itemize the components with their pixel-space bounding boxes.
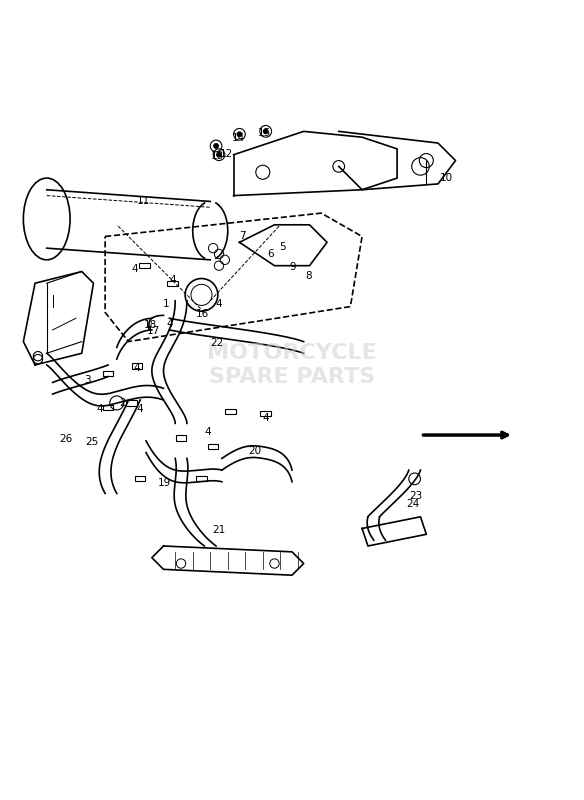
Bar	[225, 409, 236, 414]
Text: 4: 4	[169, 275, 176, 286]
Text: 25: 25	[85, 437, 98, 447]
Text: 23: 23	[409, 491, 422, 502]
Text: 4: 4	[131, 264, 138, 274]
Text: 4: 4	[262, 413, 269, 422]
Bar	[208, 444, 218, 450]
Text: 4: 4	[166, 319, 173, 329]
Text: 2: 2	[119, 398, 126, 408]
Bar	[132, 363, 142, 369]
Bar	[126, 400, 137, 406]
Circle shape	[216, 152, 222, 158]
Text: 19: 19	[158, 478, 171, 488]
Text: 3: 3	[84, 374, 91, 385]
Bar	[196, 476, 207, 482]
Text: 11: 11	[137, 197, 150, 206]
Bar	[103, 405, 113, 410]
Bar	[167, 281, 178, 286]
Text: 16: 16	[196, 309, 208, 318]
Text: 22: 22	[211, 338, 224, 348]
Text: 9: 9	[290, 262, 297, 273]
Text: 14: 14	[232, 134, 245, 143]
Text: 8: 8	[305, 271, 312, 281]
Text: 4: 4	[96, 404, 103, 414]
Text: 20: 20	[249, 446, 262, 456]
Text: MOTORCYCLE
SPARE PARTS: MOTORCYCLE SPARE PARTS	[207, 343, 377, 386]
Text: 4: 4	[137, 404, 144, 414]
Text: 7: 7	[239, 231, 246, 242]
Text: 18: 18	[144, 320, 157, 330]
Text: 26: 26	[59, 434, 72, 444]
Bar	[135, 476, 145, 482]
Text: 4: 4	[215, 298, 223, 309]
Text: 15: 15	[258, 127, 271, 138]
Bar	[260, 411, 271, 416]
Text: 24: 24	[406, 499, 419, 509]
Circle shape	[213, 143, 219, 149]
Text: 4: 4	[134, 363, 141, 373]
Circle shape	[237, 131, 242, 137]
Text: 1: 1	[163, 298, 170, 309]
Circle shape	[263, 129, 269, 134]
Text: 12: 12	[220, 149, 233, 158]
Text: 5: 5	[279, 242, 286, 252]
Bar	[103, 371, 113, 376]
Text: 17: 17	[147, 326, 159, 336]
Text: 13: 13	[211, 151, 224, 161]
Text: 4: 4	[204, 427, 211, 437]
Text: 10: 10	[440, 173, 453, 183]
Bar	[139, 263, 150, 268]
Text: 21: 21	[213, 525, 225, 534]
Text: 6: 6	[267, 249, 274, 259]
Bar	[176, 435, 186, 441]
